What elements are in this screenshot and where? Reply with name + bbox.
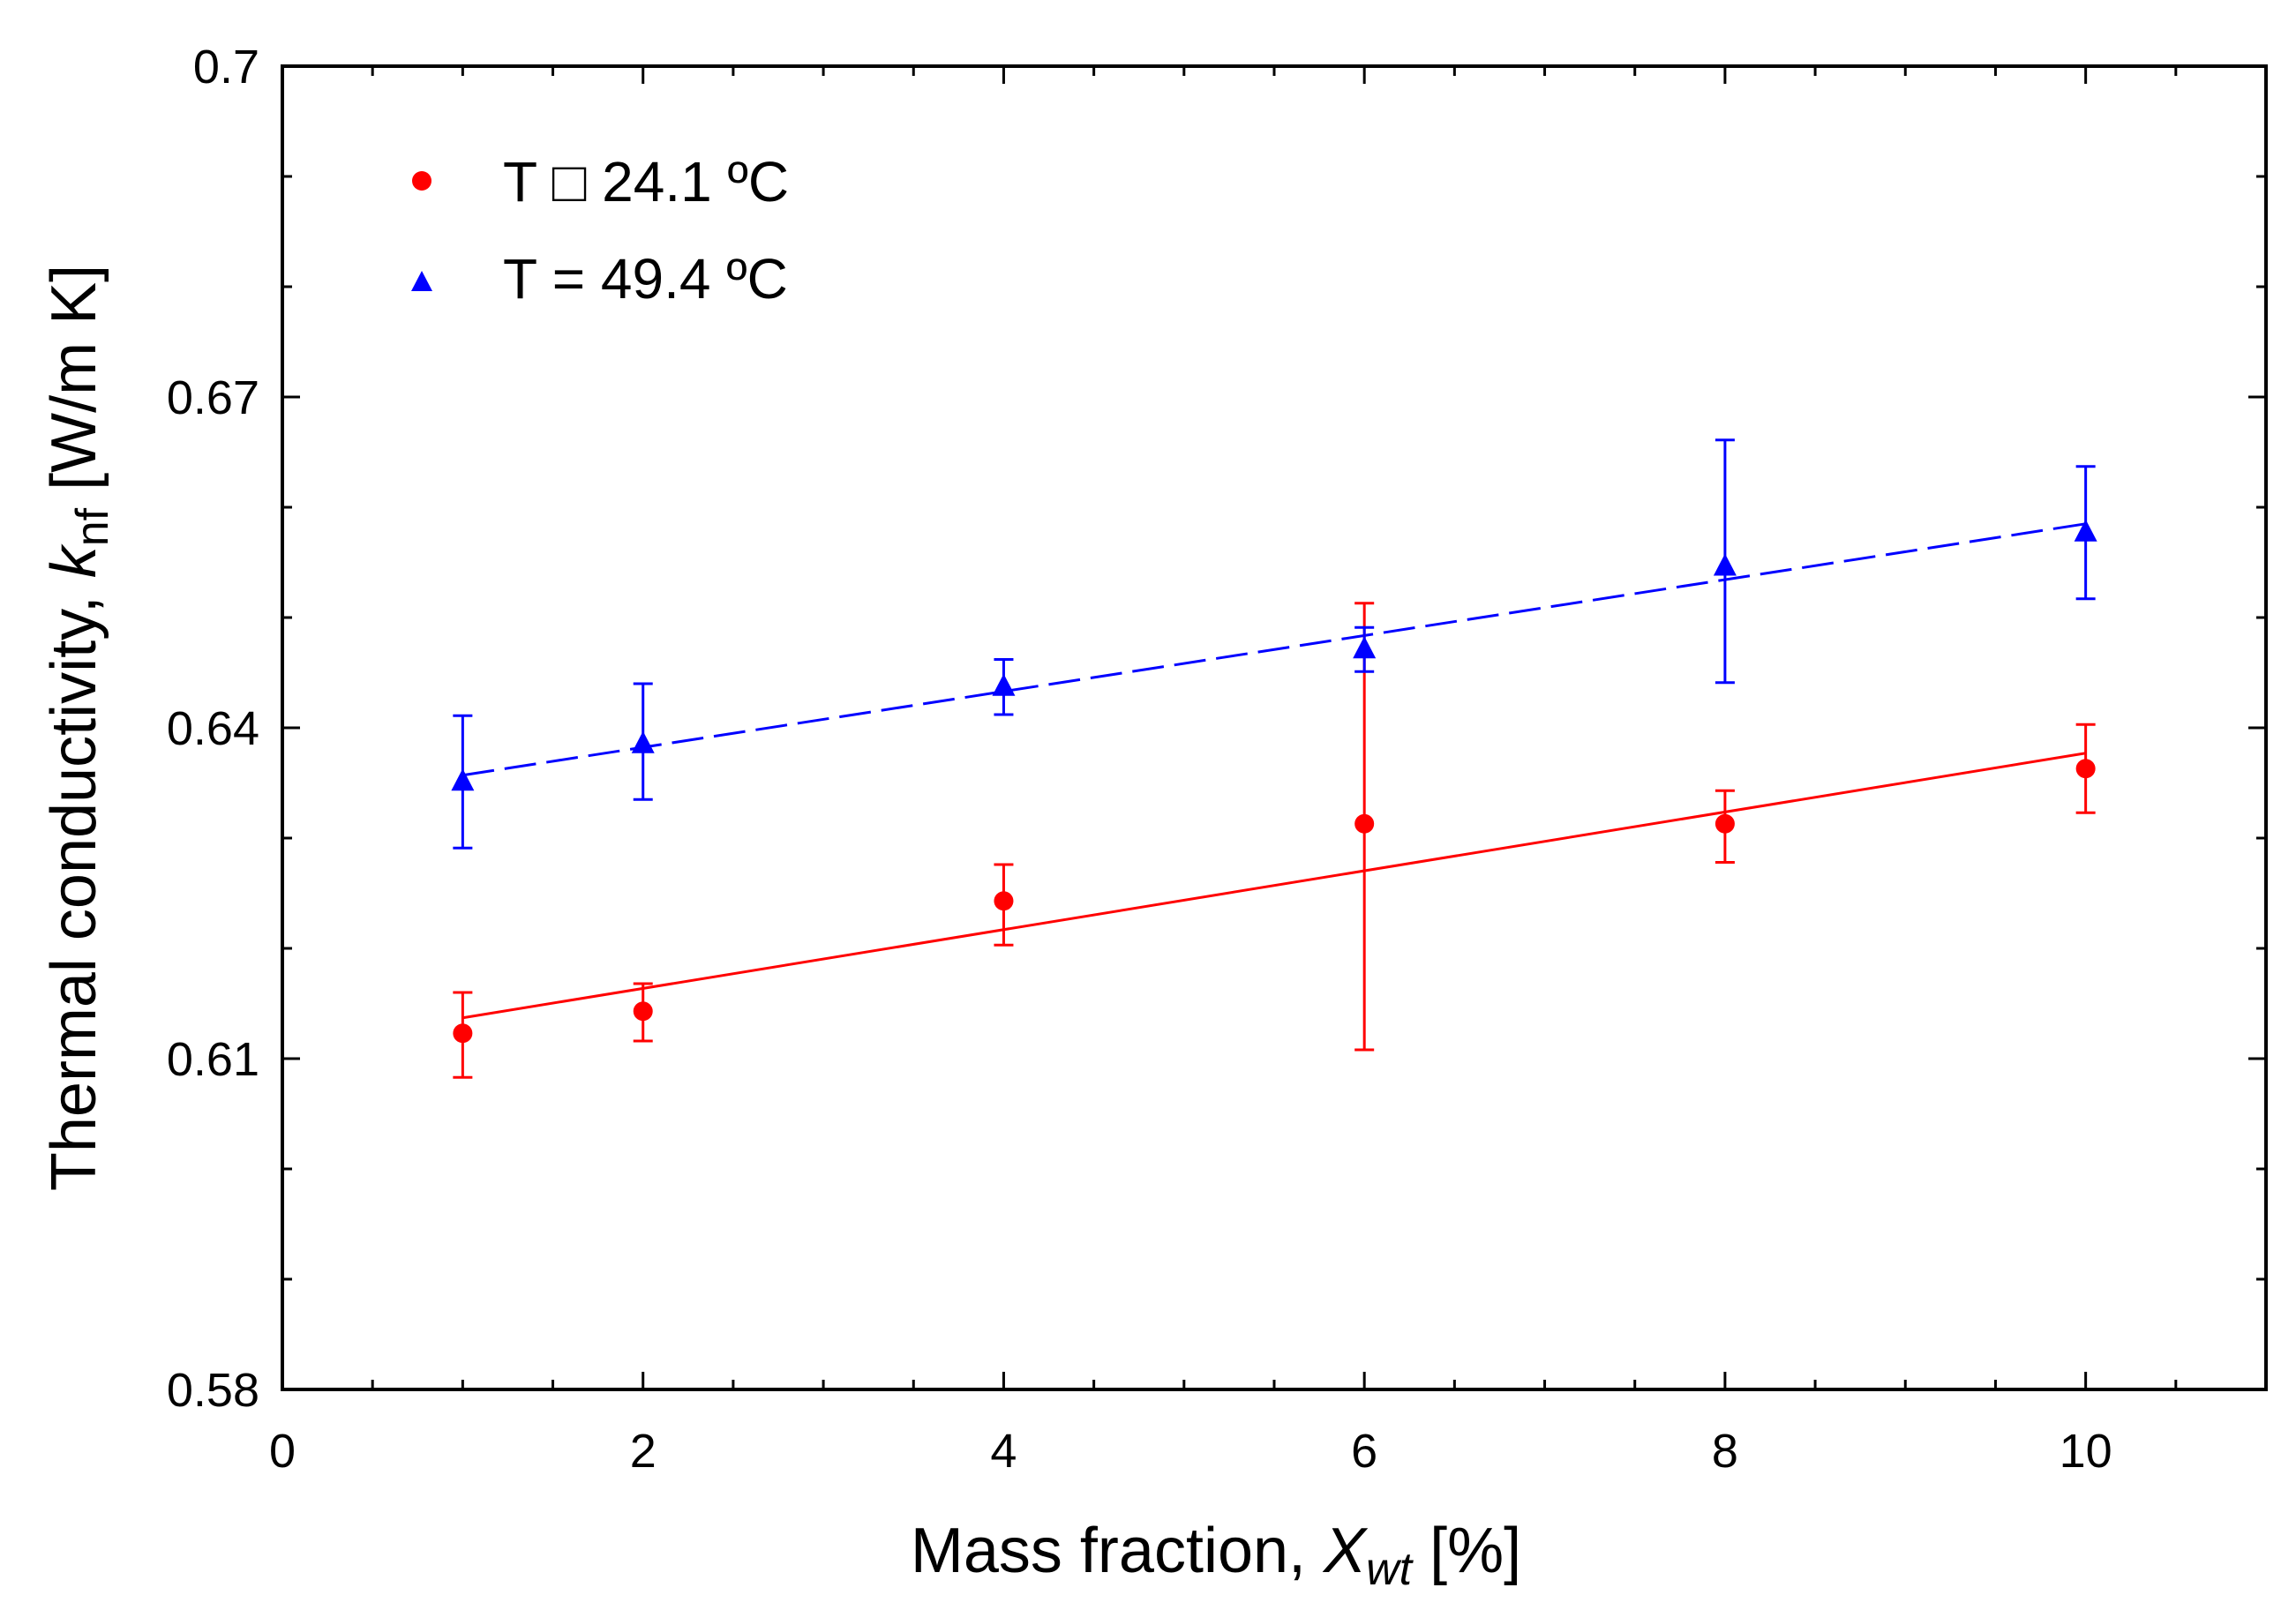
x-tick-label: 2 <box>630 1425 657 1478</box>
axis-ticks <box>281 64 2268 1391</box>
axis-tick-labels: 0 2 4 6 8 10 0.58 0.61 0.64 0.67 0.7 <box>167 41 2112 1478</box>
data-point-circle <box>1354 813 1375 834</box>
data-points <box>451 519 2097 1044</box>
legend: T □ 24.1 ºC T = 49.4 ºC <box>411 150 789 311</box>
data-point-triangle <box>451 768 475 791</box>
legend-label-49c: T = 49.4 ºC <box>503 247 788 311</box>
data-point-triangle <box>631 730 655 753</box>
data-point-triangle <box>1353 636 1377 659</box>
x-tick-label: 0 <box>269 1425 296 1478</box>
error-bars <box>453 438 2096 1079</box>
data-point-circle <box>453 1023 473 1044</box>
fit-line-series-0 <box>462 752 2086 1020</box>
fit-line-series-1 <box>462 522 2086 777</box>
y-tick-label: 0.61 <box>167 1033 259 1086</box>
x-axis-title: Mass fraction, Xwt [%] <box>911 1516 1521 1595</box>
data-point-triangle <box>2074 519 2097 542</box>
fit-lines <box>462 522 2086 1020</box>
x-tick-label: 10 <box>2060 1425 2112 1478</box>
data-point-triangle <box>992 673 1016 696</box>
legend-marker-blue-triangle <box>411 271 432 291</box>
data-point-circle <box>2075 759 2096 779</box>
x-tick-label: 6 <box>1351 1425 1377 1478</box>
x-tick-label: 8 <box>1712 1425 1738 1478</box>
data-point-circle <box>1714 813 1735 834</box>
y-tick-label: 0.67 <box>167 371 259 424</box>
y-tick-label: 0.64 <box>167 702 259 755</box>
legend-label-24c: T □ 24.1 ºC <box>503 150 789 213</box>
data-point-circle <box>994 891 1014 911</box>
legend-marker-red-circle <box>412 171 431 191</box>
y-tick-label: 0.7 <box>193 41 259 94</box>
y-axis-title: Thermal conductivity, knf [W/m K] <box>39 265 118 1191</box>
x-tick-label: 4 <box>990 1425 1017 1478</box>
data-point-circle <box>633 1001 653 1022</box>
y-tick-label: 0.58 <box>167 1364 259 1417</box>
data-point-triangle <box>1713 553 1737 576</box>
